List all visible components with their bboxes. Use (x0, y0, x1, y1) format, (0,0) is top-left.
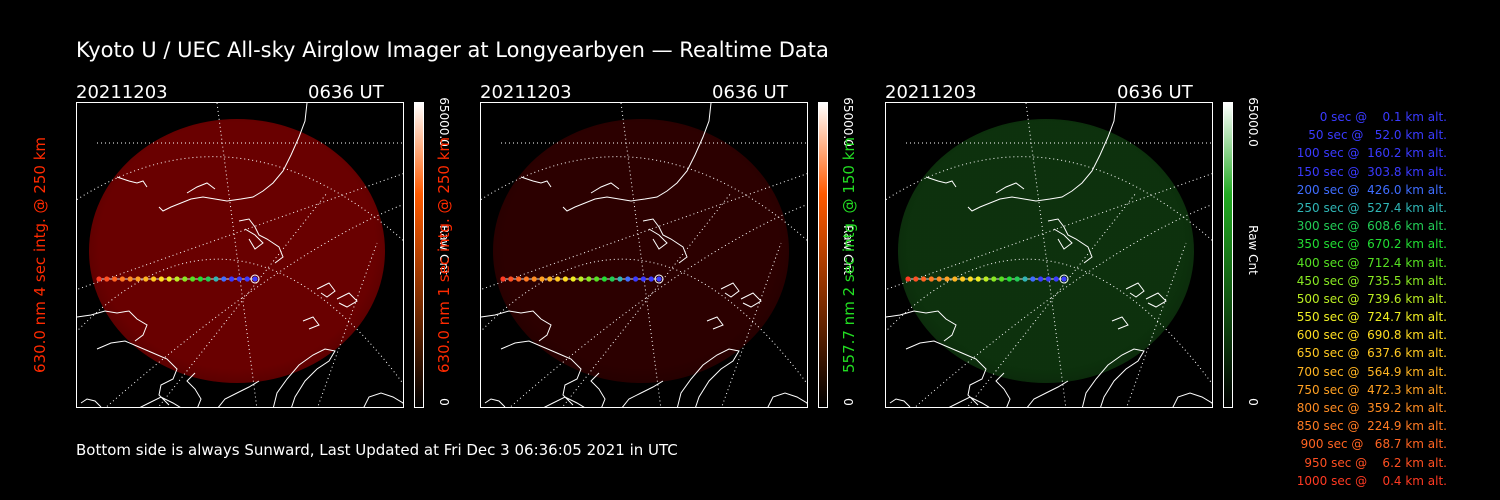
legend-row: 750 sec @ 472.3 km alt. (1296, 382, 1447, 397)
legend-row: 1000 sec @ 0.4 km alt. (1296, 473, 1447, 488)
legend-row: 950 sec @ 6.2 km alt. (1304, 455, 1447, 470)
footer-note: Bottom side is always Sunward, Last Upda… (76, 441, 678, 459)
legend-row: 400 sec @ 712.4 km alt. (1296, 255, 1447, 270)
panel-time: 0636 UT (308, 82, 384, 103)
altitude-legend: 0 sec @ 0.1 km alt. 50 sec @ 52.0 km alt.… (1262, 108, 1447, 490)
allsky-image (76, 102, 404, 408)
legend-row: 0 sec @ 0.1 km alt. (1319, 110, 1447, 124)
legend-row: 150 sec @ 303.8 km alt. (1296, 164, 1447, 179)
panel-date: 20211203 (480, 82, 572, 103)
imager-panel-2: 20211203 0636 UT 630.0 nm 1 sec intg. @ … (435, 80, 910, 430)
legend-row: 50 sec @ 52.0 km alt. (1308, 128, 1447, 143)
panel-date: 20211203 (76, 82, 168, 103)
legend-row: 650 sec @ 637.6 km alt. (1296, 346, 1447, 361)
legend-row: 450 sec @ 735.5 km alt. (1296, 273, 1447, 288)
colorbar (818, 102, 828, 408)
legend-row: 900 sec @ 68.7 km alt. (1300, 437, 1447, 452)
legend-row: 550 sec @ 724.7 km alt. (1296, 310, 1447, 325)
legend-row: 100 sec @ 160.2 km alt. (1296, 146, 1447, 161)
imager-panel-3: 20211203 0636 UT 557.7 nm 2 sec intg. @ … (840, 80, 1315, 430)
channel-label-text: 630.0 nm 1 sec intg. @ 250 km (435, 136, 453, 374)
panel-date: 20211203 (885, 82, 977, 103)
legend-row: 700 sec @ 564.9 km alt. (1296, 364, 1447, 379)
allsky-image (885, 102, 1213, 408)
colorbar (1223, 102, 1233, 408)
legend-row: 600 sec @ 690.8 km alt. (1296, 328, 1447, 343)
legend-row: 200 sec @ 426.0 km alt. (1296, 182, 1447, 197)
channel-label-text: 630.0 nm 4 sec intg. @ 250 km (31, 136, 49, 374)
legend-row: 250 sec @ 527.4 km alt. (1296, 200, 1447, 215)
panel-time: 0636 UT (712, 82, 788, 103)
allsky-image (480, 102, 808, 408)
page-title: Kyoto U / UEC All-sky Airglow Imager at … (76, 38, 829, 62)
channel-label-text: 557.7 nm 2 sec intg. @ 150 km (840, 136, 858, 374)
legend-row: 300 sec @ 608.6 km alt. (1296, 219, 1447, 234)
panel-time: 0636 UT (1117, 82, 1193, 103)
colorbar (414, 102, 424, 408)
legend-row: 850 sec @ 224.9 km alt. (1296, 419, 1447, 434)
legend-row: 350 sec @ 670.2 km alt. (1296, 237, 1447, 252)
legend-row: 800 sec @ 359.2 km alt. (1296, 401, 1447, 415)
legend-row: 500 sec @ 739.6 km alt. (1296, 291, 1447, 306)
imager-panel-1: 20211203 0636 UT 630.0 nm 4 sec intg. @ … (31, 80, 506, 430)
